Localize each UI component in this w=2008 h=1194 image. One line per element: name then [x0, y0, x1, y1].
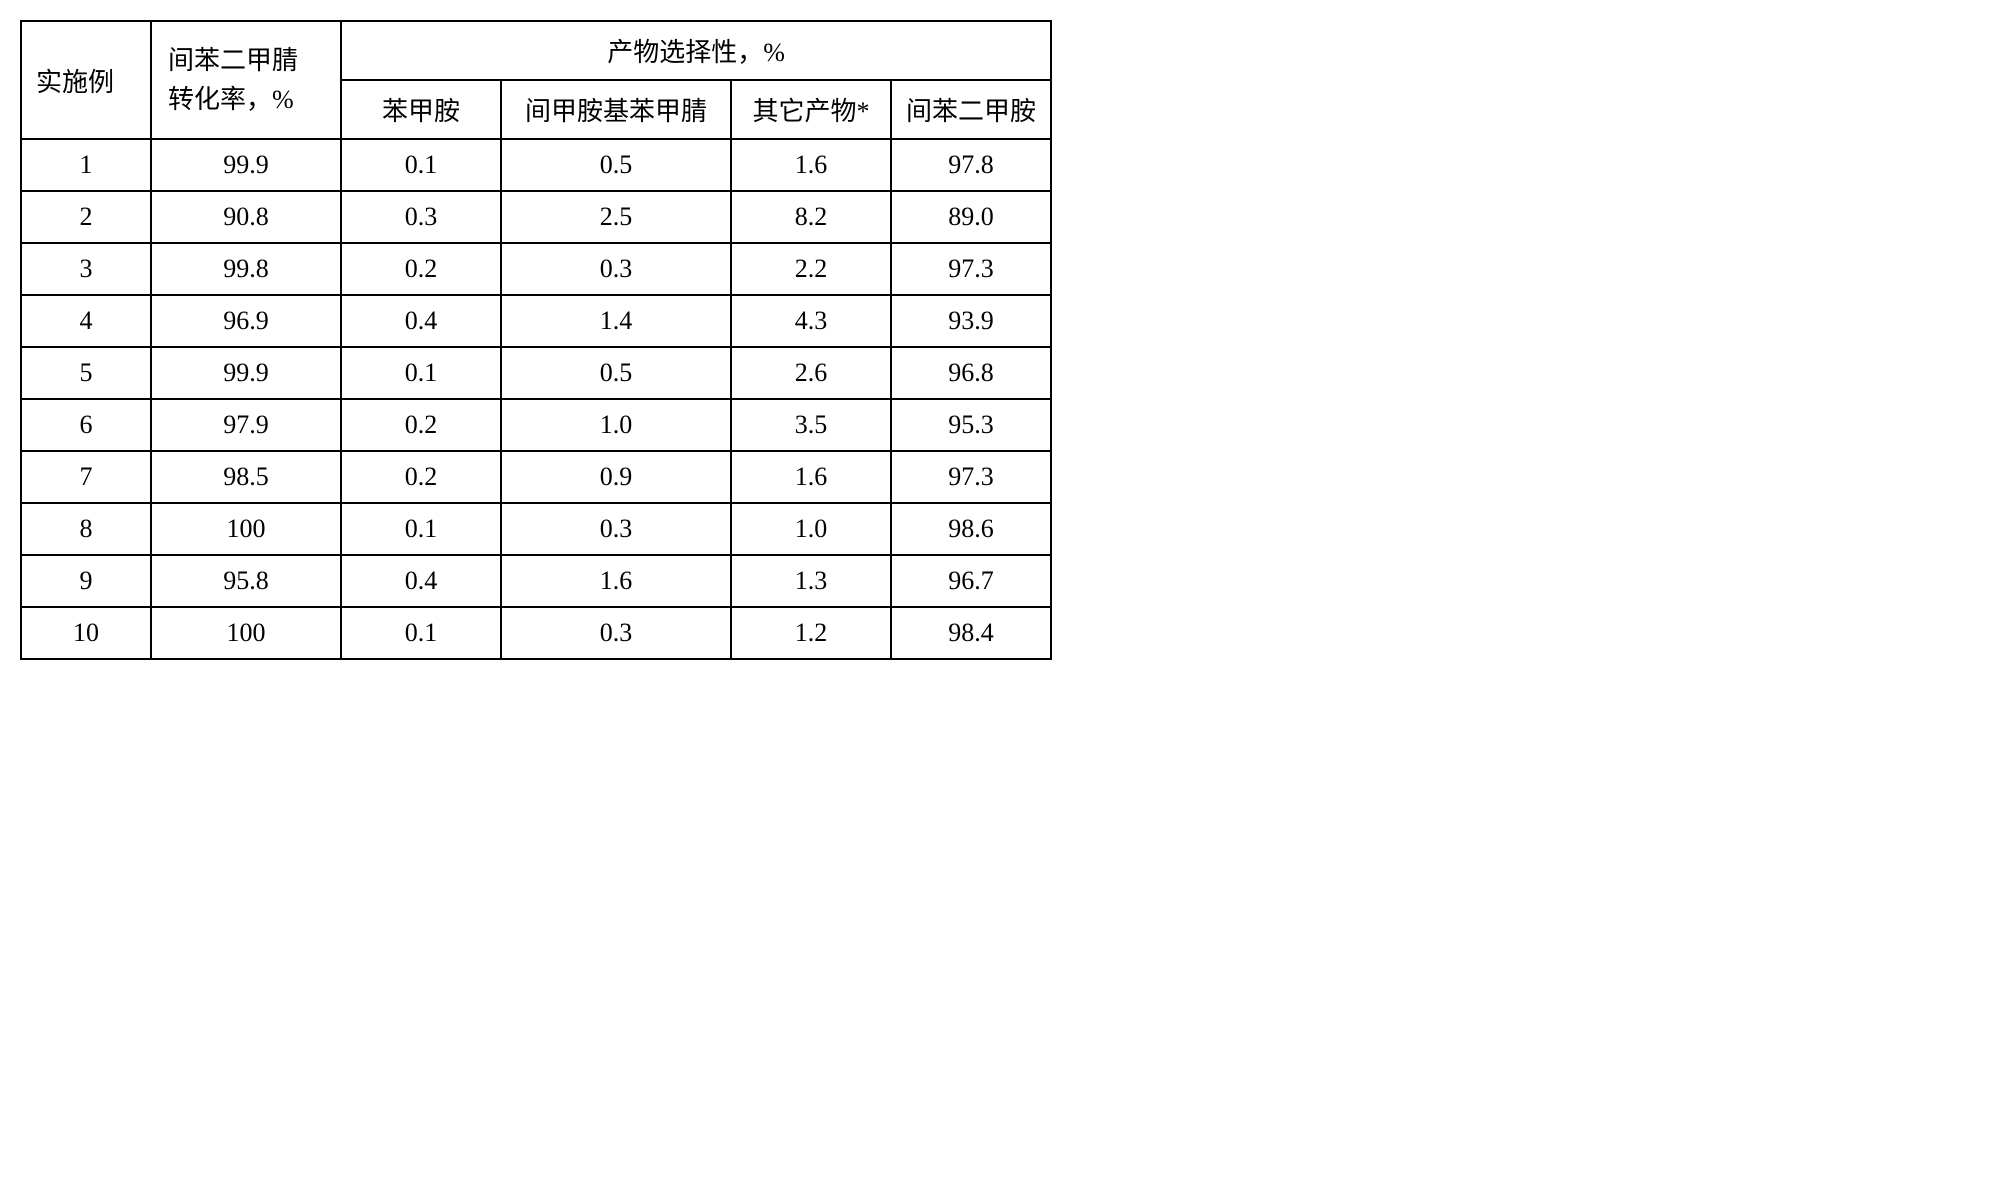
table-row: 496.90.41.44.393.9 — [21, 295, 1051, 347]
col-header-selectivity-label: 产物选择性，% — [607, 38, 785, 67]
col-subheader-2: 间甲胺基苯甲腈 — [501, 80, 731, 139]
cell-example: 10 — [21, 607, 151, 659]
cell-selectivity-3: 8.2 — [731, 191, 891, 243]
cell-selectivity-1: 0.1 — [341, 607, 501, 659]
cell-example: 8 — [21, 503, 151, 555]
cell-selectivity-1: 0.2 — [341, 451, 501, 503]
cell-selectivity-1: 0.4 — [341, 555, 501, 607]
col-header-example: 实施例 — [21, 21, 151, 139]
col-subheader-1: 苯甲胺 — [341, 80, 501, 139]
data-table: 实施例 间苯二甲腈 转化率，% 产物选择性，% 苯甲胺 间甲胺基苯甲腈 其它产物… — [20, 20, 1052, 660]
cell-conversion: 100 — [151, 503, 341, 555]
cell-example: 9 — [21, 555, 151, 607]
cell-selectivity-1: 0.4 — [341, 295, 501, 347]
cell-example: 7 — [21, 451, 151, 503]
cell-example: 4 — [21, 295, 151, 347]
col-subheader-3-label: 其它产物* — [752, 97, 869, 126]
table-row: 81000.10.31.098.6 — [21, 503, 1051, 555]
col-header-conversion: 间苯二甲腈 转化率，% — [151, 21, 341, 139]
table-row: 290.80.32.58.289.0 — [21, 191, 1051, 243]
col-header-example-label: 实施例 — [36, 68, 114, 97]
cell-conversion: 96.9 — [151, 295, 341, 347]
table-row: 399.80.20.32.297.3 — [21, 243, 1051, 295]
cell-selectivity-4: 96.7 — [891, 555, 1051, 607]
cell-conversion: 99.8 — [151, 243, 341, 295]
table-head: 实施例 间苯二甲腈 转化率，% 产物选择性，% 苯甲胺 间甲胺基苯甲腈 其它产物… — [21, 21, 1051, 139]
col-header-conversion-line2: 转化率，% — [166, 80, 332, 119]
cell-selectivity-1: 0.2 — [341, 243, 501, 295]
cell-selectivity-2: 0.3 — [501, 243, 731, 295]
cell-selectivity-1: 0.1 — [341, 347, 501, 399]
cell-selectivity-2: 1.6 — [501, 555, 731, 607]
cell-selectivity-3: 2.6 — [731, 347, 891, 399]
cell-selectivity-3: 1.2 — [731, 607, 891, 659]
col-subheader-3: 其它产物* — [731, 80, 891, 139]
col-subheader-4-label: 间苯二甲胺 — [906, 97, 1036, 126]
table-row: 101000.10.31.298.4 — [21, 607, 1051, 659]
cell-example: 2 — [21, 191, 151, 243]
cell-selectivity-4: 98.6 — [891, 503, 1051, 555]
cell-conversion: 100 — [151, 607, 341, 659]
col-subheader-2-label: 间甲胺基苯甲腈 — [525, 97, 707, 126]
col-subheader-4: 间苯二甲胺 — [891, 80, 1051, 139]
table-row: 798.50.20.91.697.3 — [21, 451, 1051, 503]
cell-selectivity-2: 1.0 — [501, 399, 731, 451]
cell-conversion: 95.8 — [151, 555, 341, 607]
cell-selectivity-2: 0.9 — [501, 451, 731, 503]
col-header-conversion-line1: 间苯二甲腈 — [166, 41, 332, 80]
cell-conversion: 97.9 — [151, 399, 341, 451]
cell-selectivity-4: 93.9 — [891, 295, 1051, 347]
cell-selectivity-1: 0.3 — [341, 191, 501, 243]
cell-selectivity-2: 1.4 — [501, 295, 731, 347]
table-body: 199.90.10.51.697.8290.80.32.58.289.0399.… — [21, 139, 1051, 659]
cell-selectivity-4: 97.3 — [891, 243, 1051, 295]
cell-example: 6 — [21, 399, 151, 451]
table-row: 995.80.41.61.396.7 — [21, 555, 1051, 607]
cell-example: 3 — [21, 243, 151, 295]
cell-selectivity-3: 2.2 — [731, 243, 891, 295]
cell-conversion: 98.5 — [151, 451, 341, 503]
cell-selectivity-2: 0.5 — [501, 347, 731, 399]
table-row: 199.90.10.51.697.8 — [21, 139, 1051, 191]
cell-selectivity-2: 0.3 — [501, 607, 731, 659]
cell-conversion: 99.9 — [151, 139, 341, 191]
cell-selectivity-4: 89.0 — [891, 191, 1051, 243]
cell-selectivity-4: 95.3 — [891, 399, 1051, 451]
table-row: 697.90.21.03.595.3 — [21, 399, 1051, 451]
cell-selectivity-3: 4.3 — [731, 295, 891, 347]
cell-selectivity-1: 0.2 — [341, 399, 501, 451]
cell-selectivity-4: 97.8 — [891, 139, 1051, 191]
cell-selectivity-3: 1.6 — [731, 139, 891, 191]
cell-selectivity-1: 0.1 — [341, 503, 501, 555]
header-row-1: 实施例 间苯二甲腈 转化率，% 产物选择性，% — [21, 21, 1051, 80]
cell-example: 1 — [21, 139, 151, 191]
col-subheader-1-label: 苯甲胺 — [382, 97, 460, 126]
cell-selectivity-1: 0.1 — [341, 139, 501, 191]
cell-example: 5 — [21, 347, 151, 399]
cell-selectivity-4: 97.3 — [891, 451, 1051, 503]
cell-selectivity-2: 0.3 — [501, 503, 731, 555]
cell-selectivity-3: 1.6 — [731, 451, 891, 503]
cell-conversion: 90.8 — [151, 191, 341, 243]
cell-selectivity-2: 0.5 — [501, 139, 731, 191]
table-row: 599.90.10.52.696.8 — [21, 347, 1051, 399]
cell-selectivity-3: 1.0 — [731, 503, 891, 555]
cell-selectivity-3: 1.3 — [731, 555, 891, 607]
cell-selectivity-4: 96.8 — [891, 347, 1051, 399]
cell-selectivity-3: 3.5 — [731, 399, 891, 451]
cell-selectivity-4: 98.4 — [891, 607, 1051, 659]
col-header-selectivity: 产物选择性，% — [341, 21, 1051, 80]
cell-selectivity-2: 2.5 — [501, 191, 731, 243]
cell-conversion: 99.9 — [151, 347, 341, 399]
